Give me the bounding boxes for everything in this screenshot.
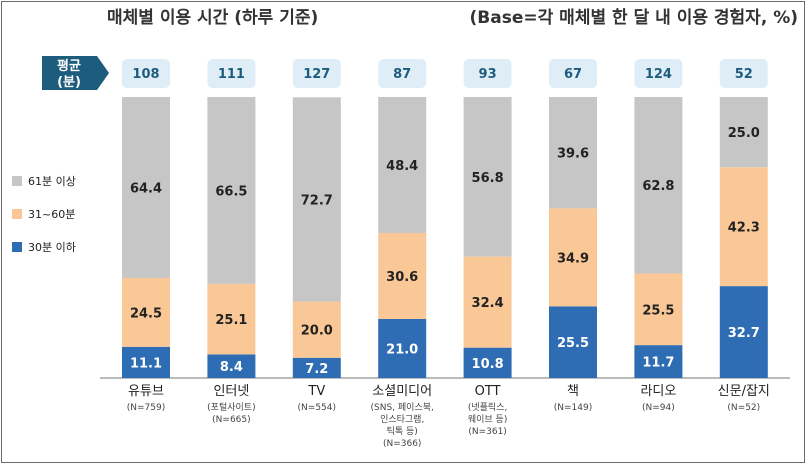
category-label: 책: [567, 384, 579, 399]
average-badge-unit: (분): [57, 75, 81, 90]
category-sublabel: 인스타그램,: [380, 413, 424, 425]
data-label: 25.5: [557, 336, 589, 351]
bar-segment: [549, 208, 597, 307]
legend-label: 31~60분: [28, 208, 75, 221]
data-label: 42.3: [728, 221, 760, 236]
data-label: 34.9: [557, 251, 589, 266]
bar-segment: [549, 306, 597, 378]
legend-swatch: [12, 209, 22, 219]
bar-segment: [207, 354, 256, 378]
category-sublabel: (N=554): [298, 403, 336, 413]
data-label: 24.5: [130, 306, 162, 321]
data-label: 11.1: [130, 356, 162, 371]
category-label: TV: [307, 384, 325, 399]
category-label: 라디오: [640, 384, 676, 399]
average-value: 108: [132, 67, 159, 82]
data-label: 11.7: [642, 356, 674, 371]
legend-swatch: [12, 242, 22, 252]
data-label: 25.1: [215, 313, 247, 328]
bar-segment: [122, 277, 170, 347]
chart-title: 매체별 이용 시간 (하루 기준): [107, 8, 319, 28]
bar-segment: [292, 357, 341, 378]
data-label: 7.2: [305, 362, 328, 377]
category-label: 인터넷: [213, 384, 249, 399]
bar-segment: [634, 97, 683, 274]
data-label: 25.0: [728, 126, 760, 141]
data-label: 32.4: [472, 296, 504, 311]
average-value: 87: [393, 67, 411, 82]
average-value: 52: [735, 67, 753, 82]
data-label: 64.4: [130, 181, 162, 196]
category-sublabel: 웨이브 등): [468, 413, 508, 425]
data-label: 21.0: [386, 342, 418, 357]
data-label: 66.5: [215, 184, 247, 199]
category-sublabel: (N=361): [468, 427, 506, 437]
bar-segment: [719, 97, 768, 168]
average-value-box: [292, 59, 341, 88]
bar-segment: [549, 97, 597, 209]
bar-segment: [463, 256, 512, 348]
data-label: 62.8: [642, 179, 674, 194]
category-sublabel: (N=366): [383, 439, 421, 449]
category-label: 소셜미디어: [372, 384, 432, 399]
average-value-box: [378, 59, 427, 88]
bar-segment: [634, 345, 683, 378]
category-sublabel: (포털사이트): [207, 401, 255, 413]
category-sublabel: (SNS, 페이스북,: [371, 402, 434, 413]
data-label: 72.7: [301, 193, 333, 208]
category-label: 신문/잡지: [718, 384, 770, 399]
category-sublabel: 틱톡 등): [387, 425, 418, 437]
data-label: 25.5: [642, 303, 674, 318]
bar-segment: [634, 273, 683, 346]
bar-segment: [122, 97, 170, 278]
average-value-box: [634, 59, 683, 88]
average-badge-label: 평균: [57, 58, 81, 74]
average-value-box: [719, 59, 768, 88]
bar-segment: [378, 318, 427, 378]
average-value: 124: [645, 67, 672, 82]
bar-segment: [463, 97, 512, 257]
bar-segment: [378, 233, 427, 319]
category-sublabel: (넷플릭스,: [468, 401, 508, 413]
average-value-box: [549, 59, 597, 88]
average-badge: [42, 56, 109, 90]
data-label: 10.8: [472, 357, 504, 372]
category-sublabel: (N=52): [727, 403, 760, 413]
bar-segment: [378, 97, 427, 234]
category-label: OTT: [475, 384, 501, 399]
legend-label: 61분 이상: [28, 175, 76, 188]
average-value: 93: [479, 67, 497, 82]
bar-segment: [292, 301, 341, 358]
average-value-box: [463, 59, 512, 88]
bar-segment: [122, 346, 170, 378]
bar-segment: [207, 283, 256, 355]
average-value: 111: [218, 67, 245, 82]
average-value-box: [207, 59, 256, 88]
bar-segment: [719, 167, 768, 287]
category-sublabel: (N=149): [554, 403, 592, 413]
category-label: 유튜브: [128, 384, 164, 399]
average-value: 127: [303, 67, 330, 82]
average-value-box: [122, 59, 170, 88]
data-label: 56.8: [472, 171, 504, 186]
category-sublabel: (N=759): [127, 403, 165, 413]
legend-swatch: [12, 176, 22, 186]
category-sublabel: (N=94): [642, 403, 675, 413]
data-label: 32.7: [728, 326, 760, 341]
legend-label: 30분 이하: [28, 240, 76, 254]
bar-segment: [719, 286, 768, 378]
category-sublabel: (N=665): [212, 415, 250, 425]
bar-segment: [207, 97, 256, 284]
average-value: 67: [564, 67, 582, 82]
data-label: 30.6: [386, 270, 418, 285]
data-label: 39.6: [557, 147, 589, 162]
bar-segment: [463, 347, 512, 378]
data-label: 8.4: [220, 360, 243, 375]
data-label: 48.4: [386, 159, 418, 174]
data-label: 20.0: [301, 324, 333, 339]
base-note: (Base=각 매체별 한 달 내 이용 경험자, %): [469, 8, 798, 28]
bar-segment: [292, 97, 341, 302]
